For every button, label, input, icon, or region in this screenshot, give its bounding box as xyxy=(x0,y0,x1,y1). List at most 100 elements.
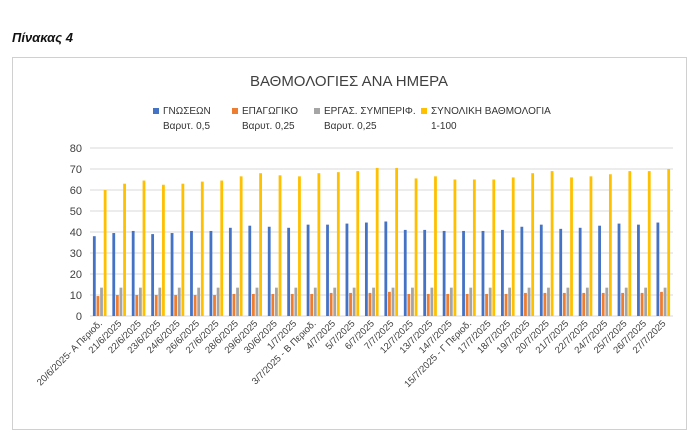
bar-series-1 xyxy=(290,293,294,316)
bar-series-0 xyxy=(228,227,232,316)
bar-series-2 xyxy=(411,287,414,316)
bar-series-2 xyxy=(391,287,395,316)
bar-series-1 xyxy=(96,296,100,316)
legend-label: ΕΠΑΓΩΓΙΚΟ xyxy=(242,106,298,117)
bar-series-1 xyxy=(193,295,197,316)
bar-series-1 xyxy=(446,293,450,316)
bar-series-3 xyxy=(434,176,437,316)
bar-series-2 xyxy=(566,287,570,316)
bar-series-1 xyxy=(504,293,508,316)
bar-series-1 xyxy=(174,295,178,316)
bar-series-2 xyxy=(663,287,667,316)
bar-series-1 xyxy=(465,293,469,316)
bars xyxy=(92,167,671,316)
bar-series-3 xyxy=(259,173,262,316)
y-tick-label: 0 xyxy=(76,311,82,323)
bar-series-1 xyxy=(349,292,352,316)
bar-series-3 xyxy=(667,169,671,316)
chart-container: 0 10 20 30 40 50 60 70 80 20/6/2025- Α Περιοδ. 21… xyxy=(12,57,687,430)
bar-series-2 xyxy=(313,287,317,316)
bar-series-1 xyxy=(232,293,236,316)
y-tick-label: 70 xyxy=(70,164,82,176)
bar-series-2 xyxy=(100,287,103,316)
bar-series-1 xyxy=(524,292,527,316)
bar-series-1 xyxy=(640,292,644,316)
bar-series-1 xyxy=(407,293,411,316)
bar-series-0 xyxy=(520,226,524,316)
bar-series-1 xyxy=(135,295,139,316)
legend-item-synoliki: ΣΥΝΟΛΙΚΗ ΒΑΘΜΟΛΟΓΙΑ xyxy=(421,106,551,117)
bar-series-3 xyxy=(375,167,379,316)
bar-series-1 xyxy=(426,293,430,316)
bar-series-0 xyxy=(112,233,116,316)
bar-series-1 xyxy=(582,292,586,316)
bar-series-1 xyxy=(115,295,119,316)
bar-series-2 xyxy=(138,287,142,316)
bar-series-0 xyxy=(151,234,155,316)
bar-series-1 xyxy=(310,293,314,316)
bar-series-2 xyxy=(644,287,648,316)
bar-series-3 xyxy=(336,172,340,316)
y-tick-label: 30 xyxy=(70,248,82,260)
bar-series-2 xyxy=(547,287,550,316)
legend-label: ΣΥΝΟΛΙΚΗ ΒΑΘΜΟΛΟΓΙΑ xyxy=(431,106,551,117)
bar-series-2 xyxy=(197,287,201,316)
y-axis-ticks: 0 10 20 30 40 50 60 70 80 xyxy=(70,143,82,323)
bar-series-1 xyxy=(251,293,255,316)
bar-series-0 xyxy=(92,236,96,316)
bar-series-0 xyxy=(637,224,640,316)
bar-series-2 xyxy=(430,287,434,316)
bar-series-2 xyxy=(624,287,628,316)
bar-series-2 xyxy=(469,287,473,316)
bar-series-0 xyxy=(267,226,271,316)
bar-series-1 xyxy=(154,295,158,316)
bar-series-3 xyxy=(570,177,573,316)
x-axis-ticks: 20/6/2025- Α Περιοδ.21/6/202522/6/202523… xyxy=(35,318,668,390)
table-caption: Πίνακας 4 xyxy=(12,30,73,45)
bar-series-3 xyxy=(608,174,612,316)
bar-series-3 xyxy=(298,176,301,316)
bar-series-3 xyxy=(492,179,496,316)
bar-series-3 xyxy=(356,171,360,316)
bar-series-0 xyxy=(384,221,388,316)
bar-series-3 xyxy=(200,181,204,316)
legend-swatch xyxy=(153,108,159,115)
bar-series-2 xyxy=(527,287,531,316)
y-tick-label: 80 xyxy=(70,143,82,155)
bar-series-0 xyxy=(423,229,427,316)
bar-series-0 xyxy=(559,228,563,316)
legend-swatch xyxy=(232,108,238,115)
bar-series-2 xyxy=(488,287,492,316)
bar-series-0 xyxy=(656,222,660,316)
bar-series-2 xyxy=(294,287,298,316)
bar-series-2 xyxy=(177,287,181,316)
y-tick-label: 10 xyxy=(70,290,82,302)
bar-series-3 xyxy=(414,178,418,316)
bar-series-2 xyxy=(119,287,123,316)
y-tick-label: 20 xyxy=(70,269,82,281)
gridlines xyxy=(90,147,673,317)
bar-series-3 xyxy=(239,176,243,316)
legend-label: ΕΡΓΑΣ. ΣΥΜΠΕΡΙΦ. xyxy=(324,106,416,117)
legend-label: ΓΝΩΣΕΩΝ xyxy=(163,106,211,117)
bar-series-1 xyxy=(213,295,216,316)
bar-series-2 xyxy=(508,287,512,316)
legend-item-ergas-symperif: ΕΡΓΑΣ. ΣΥΜΠΕΡΙΦ. xyxy=(314,106,416,117)
bar-series-2 xyxy=(585,287,589,316)
bar-series-2 xyxy=(449,287,453,316)
bar-series-2 xyxy=(275,287,278,316)
legend-item-epagogiko: ΕΠΑΓΩΓΙΚΟ xyxy=(232,106,298,117)
bar-series-0 xyxy=(501,229,504,316)
bar-series-2 xyxy=(352,287,356,316)
bar-series-0 xyxy=(345,223,349,316)
y-tick-label: 60 xyxy=(70,185,82,197)
legend-item-gnoseon: ΓΝΩΣΕΩΝ xyxy=(153,106,211,117)
bar-chart: 0 10 20 30 40 50 60 70 80 20/6/2025- Α Περιοδ.21… xyxy=(35,73,673,390)
bar-series-2 xyxy=(158,287,162,316)
bar-series-0 xyxy=(442,230,446,316)
bar-series-2 xyxy=(372,287,375,316)
bar-series-3 xyxy=(628,171,632,316)
bar-series-3 xyxy=(123,183,126,316)
bar-series-1 xyxy=(388,291,391,316)
bar-series-0 xyxy=(617,223,621,316)
